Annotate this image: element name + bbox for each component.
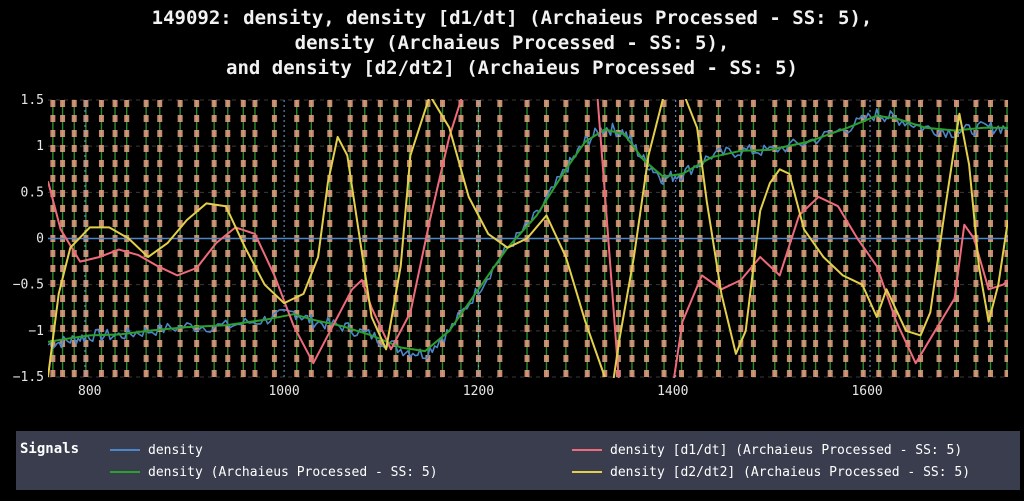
legend-label-density: density bbox=[148, 442, 203, 458]
y-tick-label: 1 bbox=[36, 139, 44, 154]
y-tick-label: 0 bbox=[36, 232, 44, 247]
legend-label-density-d2: density [d2/dt2] (Archaieus Processed - … bbox=[610, 464, 971, 480]
chart-title: 149092: density, density [d1/dt] (Archai… bbox=[0, 6, 1024, 81]
series-group bbox=[48, 99, 1008, 378]
legend-title: Signals bbox=[20, 441, 80, 457]
y-tick-label: 0.5 bbox=[21, 185, 44, 200]
series-line-density_d1-segment-2 bbox=[596, 99, 1008, 378]
chart-title-line-2: density (Archaieus Processed - SS: 5), bbox=[294, 32, 730, 54]
legend-item-density-ss5[interactable]: density (Archaieus Processed - SS: 5) bbox=[110, 463, 438, 481]
legend-item-density-d2[interactable]: density [d2/dt2] (Archaieus Processed - … bbox=[572, 463, 970, 481]
y-tick-label: −1.5 bbox=[13, 370, 44, 385]
legend-item-density-d1[interactable]: density [d1/dt] (Archaieus Processed - S… bbox=[572, 441, 962, 459]
chart-title-line-1: 149092: density, density [d1/dt] (Archai… bbox=[151, 7, 873, 29]
series-line-density_ss5 bbox=[48, 114, 1008, 353]
chart-title-line-3: and density [d2/dt2] (Archaieus Processe… bbox=[226, 57, 798, 79]
y-tick-label: −1 bbox=[28, 324, 44, 339]
x-tick-label: 1200 bbox=[463, 384, 494, 399]
x-tick-label: 1000 bbox=[268, 384, 299, 399]
series-line-density_d1 bbox=[48, 99, 463, 365]
x-tick-label: 1400 bbox=[657, 384, 688, 399]
legend-swatch-density-d1 bbox=[572, 449, 602, 451]
series-line-density_d2 bbox=[48, 99, 606, 378]
legend-item-density[interactable]: density bbox=[110, 441, 203, 459]
legend-label-density-d1: density [d1/dt] (Archaieus Processed - S… bbox=[610, 442, 963, 458]
legend-swatch-density-d2 bbox=[572, 471, 602, 473]
y-tick-label: −0.5 bbox=[13, 278, 44, 293]
x-tick-label: 800 bbox=[78, 384, 101, 399]
legend-label-density-ss5: density (Archaieus Processed - SS: 5) bbox=[148, 464, 438, 480]
y-tick-label: 1.5 bbox=[21, 93, 44, 108]
plot-area[interactable]: 1.5 1 0.5 0 −0.5 −1 −1.5 800 1000 1200 1400 1600 bbox=[0, 0, 1024, 430]
x-tick-label: 1600 bbox=[851, 384, 882, 399]
series-line-density bbox=[48, 108, 1008, 360]
legend-swatch-density-ss5 bbox=[110, 471, 140, 473]
legend: Signals density density (Archaieus Proce… bbox=[16, 431, 1020, 490]
legend-swatch-density bbox=[110, 449, 140, 451]
series-line-density_d2-segment-2 bbox=[612, 99, 1008, 378]
